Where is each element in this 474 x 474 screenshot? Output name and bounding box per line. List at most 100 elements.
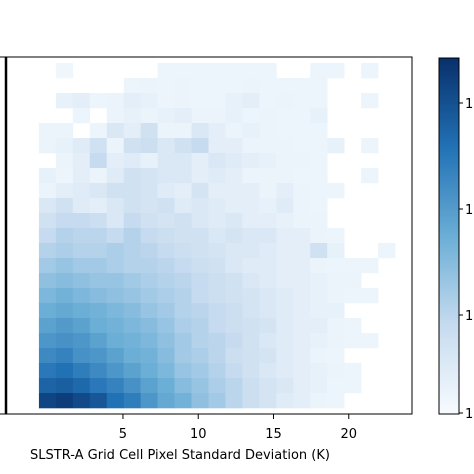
heatmap-cell [225, 288, 243, 304]
heatmap-cell [378, 243, 396, 259]
heatmap-cell [225, 243, 243, 259]
heatmap-cell [276, 78, 294, 94]
heatmap-cell [106, 333, 125, 349]
heatmap-cell [259, 258, 277, 274]
heatmap-cell [191, 93, 209, 109]
heatmap-cell [140, 333, 158, 349]
heatmap-cell [89, 93, 108, 109]
heatmap-cell [225, 213, 243, 229]
heatmap-cell [242, 198, 260, 214]
heatmap-cell [123, 108, 141, 124]
heatmap-cell [89, 123, 108, 139]
heatmap-cell [191, 153, 209, 169]
heatmap-cell [55, 228, 74, 244]
heatmap-cell [327, 138, 345, 154]
heatmap-cell [174, 108, 192, 124]
heatmap-cell [55, 303, 74, 319]
heatmap-cell [225, 228, 243, 244]
heatmap-cell [361, 333, 379, 349]
heatmap-cell [344, 378, 362, 394]
heatmap-cell [191, 273, 209, 289]
heatmap-cell [140, 198, 158, 214]
heatmap-cell [174, 63, 192, 79]
heatmap-cell [140, 288, 158, 304]
heatmap-cell [293, 153, 311, 169]
heatmap-cell [259, 168, 277, 184]
heatmap-cell [123, 258, 141, 274]
heatmap-cell [157, 168, 175, 184]
heatmap-cell [55, 363, 74, 379]
heatmap-cell [72, 333, 91, 349]
heatmap-cell [293, 93, 311, 109]
colorbar-ticks: 1 1 1 1 [459, 97, 473, 422]
heatmap-cell [208, 258, 226, 274]
heatmap-cell [327, 348, 345, 364]
heatmap-cell [106, 123, 125, 139]
heatmap-cell [310, 288, 328, 304]
heatmap-cell [327, 228, 345, 244]
heatmap-cell [293, 348, 311, 364]
heatmap-cell [123, 333, 141, 349]
heatmap-cell [242, 123, 260, 139]
heatmap-cell [55, 318, 74, 334]
heatmap-cell [276, 183, 294, 199]
heatmap-cell [208, 333, 226, 349]
heatmap-cell [174, 318, 192, 334]
heatmap-cell [140, 108, 158, 124]
heatmap-cell [89, 213, 108, 229]
heatmap-cell [123, 363, 141, 379]
heatmap-cell [72, 93, 91, 109]
heatmap-cell [259, 78, 277, 94]
colorbar: 1 1 1 1 [438, 57, 473, 422]
heatmap-cell [310, 393, 328, 409]
heatmap-cell [157, 153, 175, 169]
heatmap-cell [38, 183, 57, 199]
heatmap-cell [208, 228, 226, 244]
heatmap-cell [140, 123, 158, 139]
heatmap-cell [174, 213, 192, 229]
heatmap-cell [276, 168, 294, 184]
heatmap-cell [310, 273, 328, 289]
heatmap-cell [89, 348, 108, 364]
heatmap-cell [140, 183, 158, 199]
heatmap-cell [293, 288, 311, 304]
heatmap-cell [191, 348, 209, 364]
heatmap-cell [106, 93, 125, 109]
heatmap-cell [276, 108, 294, 124]
heatmap-cell [123, 288, 141, 304]
heatmap-cell [157, 228, 175, 244]
heatmap-cell [55, 393, 74, 409]
heatmap-cell [242, 243, 260, 259]
heatmap-cell [123, 243, 141, 259]
heatmap-cell [242, 138, 260, 154]
heatmap-cell [157, 123, 175, 139]
heatmap-cell [259, 108, 277, 124]
heatmap-cell [225, 153, 243, 169]
heatmap-cell [225, 93, 243, 109]
heatmap-cell [89, 363, 108, 379]
heatmap-cell [106, 153, 125, 169]
heatmap-cell [242, 258, 260, 274]
heatmap-cell [38, 363, 57, 379]
heatmap-cell [89, 153, 108, 169]
heatmap-cell [174, 78, 192, 94]
heatmap-cell [242, 108, 260, 124]
heatmap-cell [310, 153, 328, 169]
heatmap-cell [38, 243, 57, 259]
plot-frame [0, 56, 413, 415]
heatmap-cell [327, 63, 345, 79]
heatmap-cell [259, 288, 277, 304]
heatmap-cell [123, 198, 141, 214]
heatmap-cell [276, 333, 294, 349]
heatmap-cell [225, 198, 243, 214]
heatmap-cell [293, 318, 311, 334]
heatmap-cell [157, 348, 175, 364]
heatmap-cell [140, 303, 158, 319]
heatmap-cell [310, 93, 328, 109]
heatmap-cell [89, 183, 108, 199]
heatmap-cell [157, 138, 175, 154]
heatmap-cell [225, 108, 243, 124]
heatmap-cell [293, 378, 311, 394]
heatmap-cell [225, 393, 243, 409]
heatmap-cell [55, 243, 74, 259]
